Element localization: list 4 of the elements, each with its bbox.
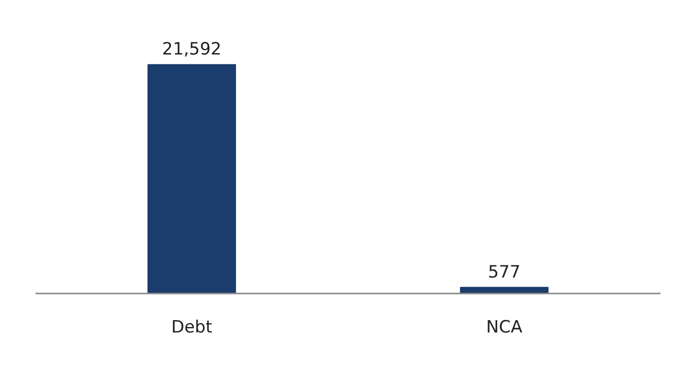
data-label: 577 [488,262,520,282]
data-label: 21,592 [162,40,222,60]
x-tick-label: NCA [486,318,523,338]
x-tick-label: Debt [171,318,213,338]
